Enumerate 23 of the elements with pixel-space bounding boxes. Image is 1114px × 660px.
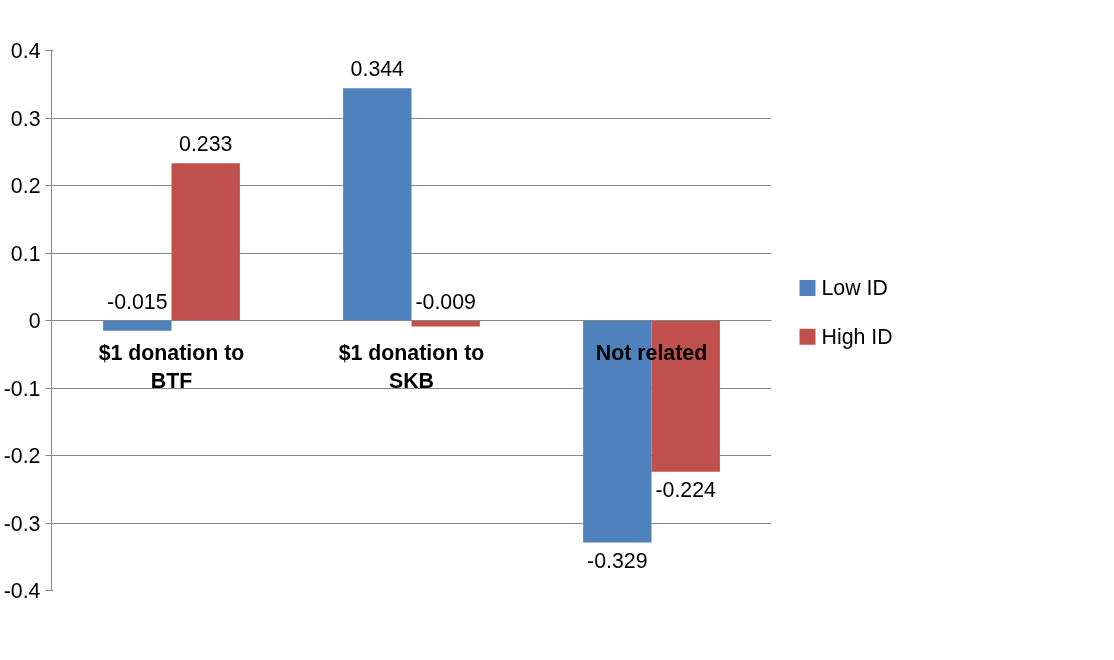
bar xyxy=(411,320,480,327)
bar xyxy=(343,88,412,321)
data-label: -0.015 xyxy=(107,289,168,314)
y-tick-label: -0.1 xyxy=(3,376,41,401)
y-tick-label: 0.4 xyxy=(10,39,41,63)
data-label: -0.329 xyxy=(587,548,648,573)
x-tick-label: $1 donation to SKB xyxy=(338,340,485,394)
bar xyxy=(103,320,172,331)
legend-label: High ID xyxy=(821,324,893,349)
data-label: -0.009 xyxy=(415,289,476,314)
y-tick-label: 0.3 xyxy=(10,106,41,131)
y-tick-label: -0.4 xyxy=(3,579,41,603)
x-tick-label: $1 donation to BTF xyxy=(98,340,245,394)
data-label: 0.344 xyxy=(350,57,405,82)
data-label: -0.224 xyxy=(655,477,717,502)
y-tick-label: -0.2 xyxy=(3,444,41,468)
data-label: 0.233 xyxy=(179,132,233,157)
y-tick-label: 0.1 xyxy=(10,241,41,266)
legend-label: Low ID xyxy=(821,276,888,301)
bar xyxy=(171,163,240,321)
y-tick-label: -0.3 xyxy=(3,511,41,536)
y-tick-label: 0 xyxy=(28,309,41,333)
y-tick-label: 0.2 xyxy=(10,174,41,198)
